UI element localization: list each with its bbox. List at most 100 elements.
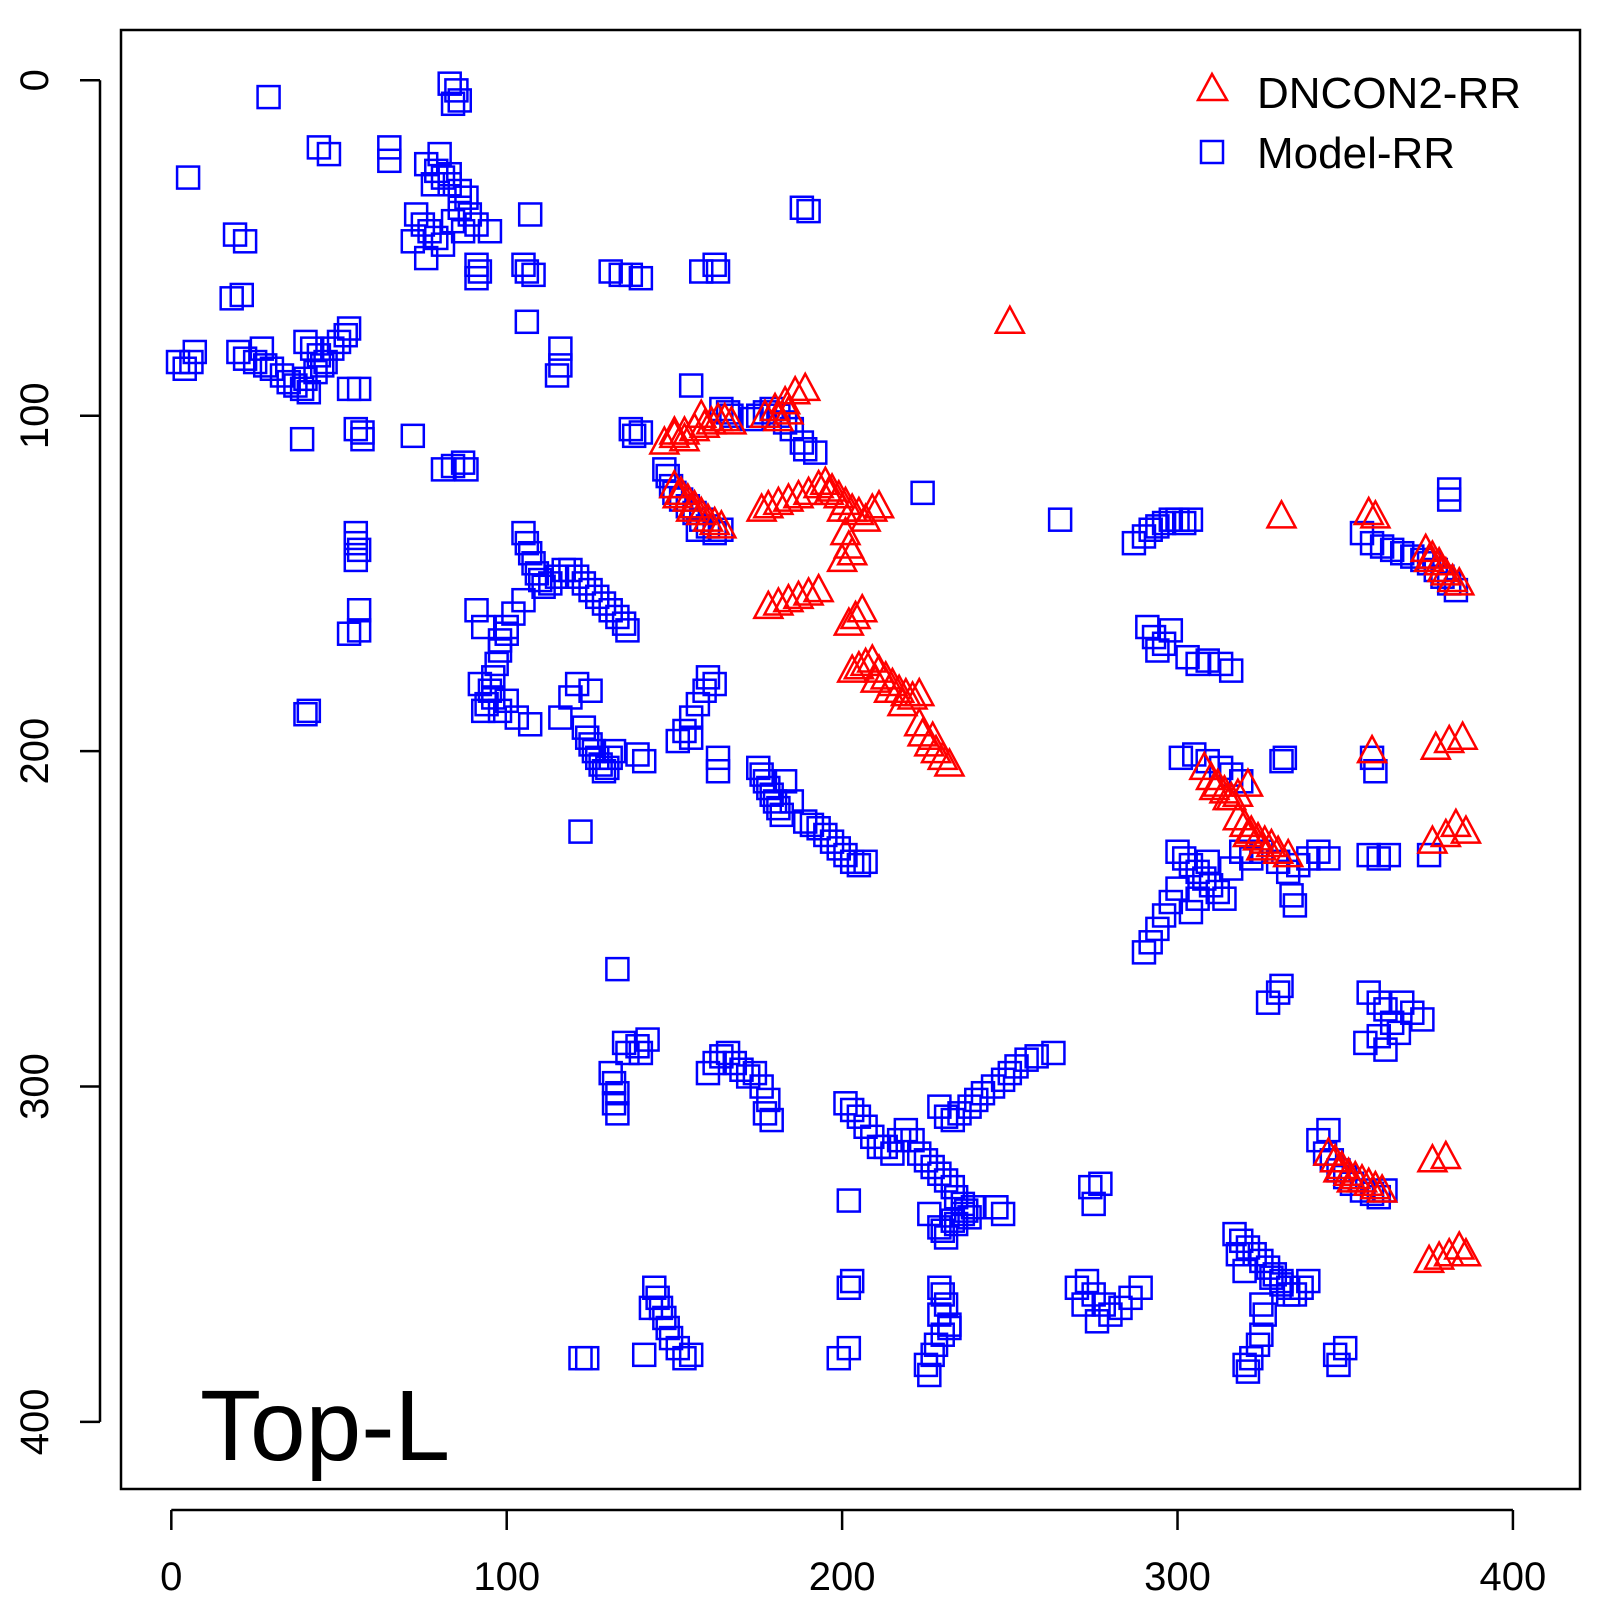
y-tick-label: 200 xyxy=(13,718,57,785)
point-model-rr xyxy=(601,738,627,764)
point-model-rr xyxy=(564,564,590,589)
point-dncon2-rr xyxy=(688,408,721,439)
point-model-rr xyxy=(1228,769,1254,794)
point-dncon2-rr xyxy=(782,579,815,610)
point-model-rr xyxy=(568,819,593,844)
point-model-rr xyxy=(756,1087,781,1113)
point-model-rr xyxy=(930,1218,955,1243)
point-model-rr xyxy=(1074,1268,1100,1294)
point-model-rr xyxy=(930,1322,955,1347)
point-model-rr xyxy=(1410,1007,1435,1032)
point-model-rr xyxy=(605,956,630,982)
point-model-rr xyxy=(672,718,697,744)
point-dncon2-rr xyxy=(886,686,919,717)
point-model-rr xyxy=(1081,1191,1106,1217)
point-model-rr xyxy=(1138,930,1163,955)
point-model-rr xyxy=(440,453,466,479)
legend: DNCON2-RR Model-RR xyxy=(1195,69,1521,178)
point-dncon2-rr xyxy=(856,491,889,522)
point-dncon2-rr xyxy=(772,394,805,425)
point-dncon2-rr xyxy=(872,673,906,703)
x-tick-label: 300 xyxy=(1144,1555,1211,1599)
point-model-rr xyxy=(1047,507,1073,532)
point-dncon2-rr xyxy=(665,475,698,506)
point-model-rr xyxy=(1386,1020,1412,1046)
point-model-rr xyxy=(309,353,335,378)
legend-label-dncon2-rr: DNCON2-RR xyxy=(1257,69,1521,118)
point-dncon2-rr xyxy=(668,421,701,452)
point-model-rr xyxy=(574,1345,600,1371)
point-dncon2-rr xyxy=(1412,542,1446,573)
point-model-rr xyxy=(826,836,852,861)
point-model-rr xyxy=(1151,631,1177,657)
point-dncon2-rr xyxy=(1201,767,1234,797)
plot-frame xyxy=(119,28,1582,1491)
point-model-rr xyxy=(548,336,573,361)
point-model-rr xyxy=(880,1141,905,1166)
point-dncon2-rr xyxy=(926,740,959,771)
point-model-rr xyxy=(1178,507,1204,532)
point-model-rr xyxy=(1282,893,1308,918)
point-model-rr xyxy=(521,262,546,288)
point-model-rr xyxy=(997,1060,1023,1086)
point-dncon2-rr xyxy=(1312,1135,1345,1166)
point-dncon2-rr xyxy=(1429,817,1462,848)
point-dncon2-rr xyxy=(678,488,711,519)
point-model-rr xyxy=(990,1201,1016,1227)
point-model-rr xyxy=(611,1030,637,1056)
point-model-rr xyxy=(400,423,426,449)
point-model-rr xyxy=(792,809,818,834)
point-dncon2-rr xyxy=(846,592,879,623)
point-model-rr xyxy=(1192,866,1217,891)
point-model-rr xyxy=(544,564,570,589)
point-model-rr xyxy=(853,849,878,875)
point-model-rr xyxy=(772,769,798,794)
y-tick-label: 0 xyxy=(13,69,57,91)
point-model-rr xyxy=(1235,1359,1261,1384)
point-dncon2-rr xyxy=(1198,770,1231,801)
point-dncon2-rr xyxy=(792,475,825,506)
point-model-rr xyxy=(504,705,530,730)
point-model-rr xyxy=(933,1104,959,1129)
point-model-rr xyxy=(578,577,603,603)
point-model-rr xyxy=(1158,618,1184,643)
point-model-rr xyxy=(464,597,489,623)
point-model-rr xyxy=(749,1074,774,1099)
point-model-rr xyxy=(678,373,704,398)
point-model-rr xyxy=(678,705,704,730)
point-model-rr xyxy=(813,822,838,848)
point-model-rr xyxy=(611,611,637,636)
point-dncon2-rr xyxy=(1443,1229,1476,1260)
point-model-rr xyxy=(1416,842,1442,868)
y-tick-label: 400 xyxy=(13,1389,57,1456)
point-model-rr xyxy=(628,420,654,445)
point-model-rr xyxy=(839,849,865,875)
point-model-rr xyxy=(702,671,727,697)
x-tick-label: 0 xyxy=(160,1555,182,1599)
point-model-rr xyxy=(591,591,617,616)
point-dncon2-rr xyxy=(1366,1172,1399,1203)
point-dncon2-rr xyxy=(1416,538,1449,569)
point-model-rr xyxy=(517,712,543,737)
point-model-rr xyxy=(652,457,677,482)
point-model-rr xyxy=(779,789,805,814)
point-dncon2-rr xyxy=(903,706,936,737)
point-model-rr xyxy=(628,265,654,291)
point-dncon2-rr xyxy=(792,575,825,606)
point-model-rr xyxy=(705,259,731,284)
point-model-rr xyxy=(990,1067,1016,1093)
point-model-rr xyxy=(447,88,473,113)
point-dncon2-rr xyxy=(779,374,812,405)
point-model-rr xyxy=(1195,748,1220,774)
point-model-rr xyxy=(900,1127,925,1153)
point-dncon2-rr xyxy=(685,398,718,428)
point-model-rr xyxy=(910,480,935,506)
point-dncon2-rr xyxy=(1433,1236,1466,1267)
point-dncon2-rr xyxy=(849,646,882,677)
point-model-rr xyxy=(920,1154,945,1180)
chart-annotation: Top-L xyxy=(200,1370,450,1482)
point-dncon2-rr xyxy=(859,663,892,693)
x-axis: 0 100 200 300 400 xyxy=(160,1508,1546,1599)
point-dncon2-rr xyxy=(708,401,741,432)
point-model-rr xyxy=(470,698,496,724)
